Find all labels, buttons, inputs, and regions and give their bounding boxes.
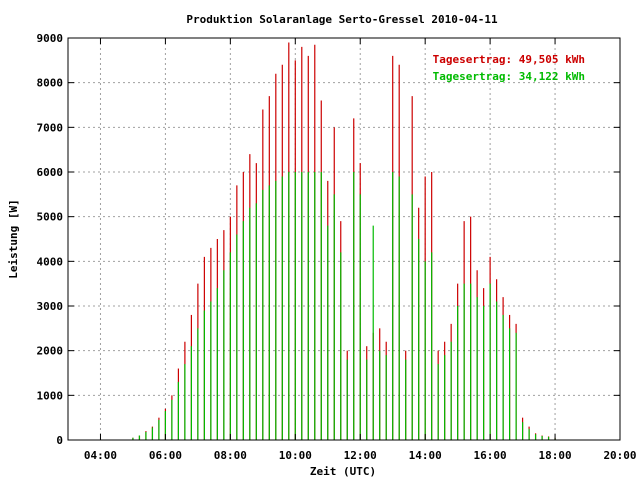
plot-frame	[67, 37, 621, 441]
x-tick-label: 18:00	[538, 449, 571, 462]
y-tick-label: 4000	[37, 255, 64, 268]
x-tick-label: 06:00	[149, 449, 182, 462]
y-tick-label: 3000	[37, 300, 64, 313]
y-tick-label: 7000	[37, 121, 64, 134]
y-tick-label: 2000	[37, 345, 64, 358]
y-axis-label: Leistung [W]	[7, 199, 20, 278]
x-tick-label: 10:00	[279, 449, 312, 462]
y-tick-label: 0	[56, 434, 63, 447]
x-tick-label: 12:00	[344, 449, 377, 462]
chart-title: Produktion Solaranlage Serto-Gressel 201…	[186, 13, 498, 26]
x-tick-label: 04:00	[84, 449, 117, 462]
y-tick-label: 9000	[37, 32, 64, 45]
y-tick-labels: 0 1000 2000 3000 4000 5000 6000 7000 8000 9000	[37, 32, 64, 447]
x-axis-label: Zeit (UTC)	[310, 465, 376, 478]
y-tick-label: 8000	[37, 77, 64, 90]
y-tick-label: 5000	[37, 211, 64, 224]
x-tick-label: 14:00	[409, 449, 442, 462]
legend-entry-red: Tagesertrag: 49,505 kWh	[433, 53, 585, 66]
legend-entry-green: Tagesertrag: 34,122 kWh	[433, 70, 585, 83]
x-tick-label: 16:00	[474, 449, 507, 462]
ticks	[68, 37, 621, 441]
y-tick-label: 1000	[37, 389, 64, 402]
x-tick-labels: 04:00 06:00 08:00 10:00 12:00 14:00 16:00 18:00…	[84, 449, 637, 462]
series-green-bars	[132, 172, 556, 440]
x-tick-label: 20:00	[603, 449, 636, 462]
y-tick-label: 6000	[37, 166, 64, 179]
x-tick-label: 08:00	[214, 449, 247, 462]
